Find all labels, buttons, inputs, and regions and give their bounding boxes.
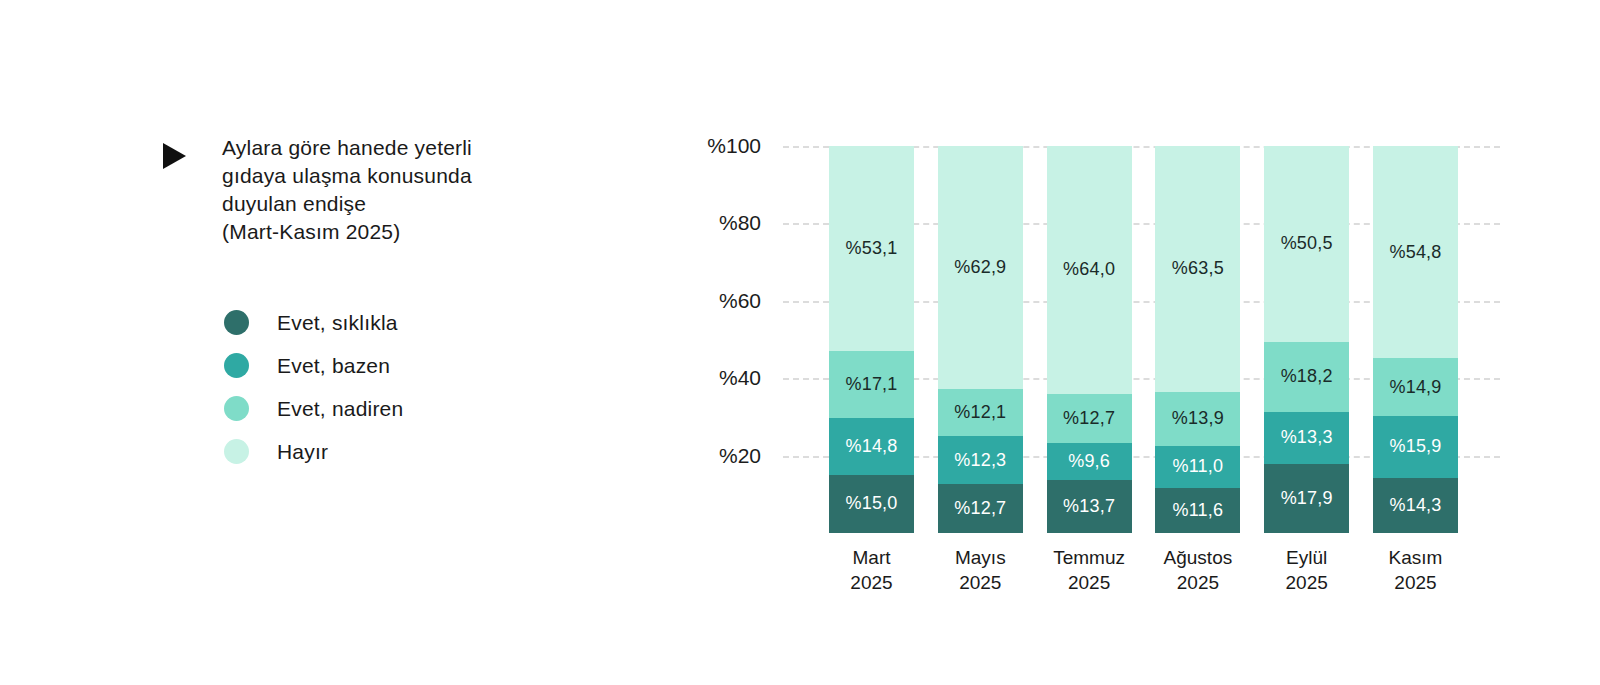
bar-segment-value-label: %9,6	[1068, 451, 1110, 472]
bar-segment-value-label: %11,0	[1173, 456, 1224, 477]
bar-segment: %15,0	[829, 475, 914, 533]
bar-segment: %9,6	[1047, 443, 1132, 480]
bar-segment-value-label: %12,3	[954, 450, 1006, 471]
infographic-canvas: Aylara göre hanede yeterli gıdaya ulaşma…	[0, 0, 1600, 685]
bar-segment-value-label: %14,3	[1389, 495, 1441, 516]
bar-segment: %50,5	[1264, 146, 1349, 342]
bar-segment-value-label: %14,8	[845, 436, 897, 457]
bar-mart: %53,1 %17,1 %14,8 %15,0	[829, 146, 914, 533]
y-axis-tick-label: %100	[663, 134, 761, 158]
bar-segment: %12,1	[938, 389, 1023, 436]
legend-item-evet-siklikla: Evet, sıklıkla	[224, 301, 403, 344]
bar-segment: %14,3	[1373, 478, 1458, 533]
bar-kasım: %54,8 %14,9 %15,9 %14,3	[1373, 146, 1458, 533]
chart-title-line: duyulan endişe	[222, 190, 472, 218]
chart-title-line: gıdaya ulaşma konusunda	[222, 162, 472, 190]
bar-segment-value-label: %18,2	[1281, 366, 1333, 387]
bar-segment: %14,8	[829, 418, 914, 475]
y-axis-tick-label: %60	[663, 289, 761, 313]
legend-dot-icon	[224, 310, 249, 335]
bar-segment-value-label: %14,9	[1389, 377, 1441, 398]
bar-segment-value-label: %15,9	[1389, 436, 1441, 457]
bar-segment-value-label: %17,9	[1281, 488, 1333, 509]
bar-segment-value-label: %13,9	[1172, 408, 1224, 429]
bar-segment: %63,5	[1155, 146, 1240, 392]
x-axis-tick-label: Kasım 2025	[1351, 545, 1481, 595]
bar-segment-value-label: %13,3	[1281, 427, 1333, 448]
bar-segment: %54,8	[1373, 146, 1458, 358]
stacked-bar-plot: %20%40%60%80%100%53,1%17,1%14,8%15,0Mart…	[783, 146, 1500, 533]
bar-segment-value-label: %64,0	[1063, 259, 1115, 280]
bar-segment: %11,6	[1155, 488, 1240, 533]
y-axis-tick-label: %80	[663, 211, 761, 235]
bar-segment: %62,9	[938, 146, 1023, 389]
bar-segment-value-label: %54,8	[1389, 242, 1441, 263]
bar-segment: %13,7	[1047, 480, 1132, 533]
bar-segment: %64,0	[1047, 146, 1132, 394]
bar-segment: %18,2	[1264, 342, 1349, 413]
bar-segment: %13,3	[1264, 412, 1349, 464]
legend-dot-icon	[224, 353, 249, 378]
bar-segment-value-label: %12,7	[1063, 408, 1115, 429]
legend-item-evet-nadiren: Evet, nadiren	[224, 387, 403, 430]
bar-segment-value-label: %53,1	[845, 238, 897, 259]
bar-segment: %13,9	[1155, 392, 1240, 446]
bar-segment: %17,1	[829, 351, 914, 417]
chart-title-line: Aylara göre hanede yeterli	[222, 134, 472, 162]
bar-mayıs: %62,9 %12,1 %12,3 %12,7	[938, 146, 1023, 533]
bar-segment-value-label: %12,7	[954, 498, 1006, 519]
legend-label: Evet, sıklıkla	[277, 311, 398, 335]
bar-segment: %11,0	[1155, 446, 1240, 489]
bar-temmuz: %64,0 %12,7 %9,6 %13,7	[1047, 146, 1132, 533]
bar-segment-value-label: %17,1	[845, 374, 897, 395]
legend-dot-icon	[224, 396, 249, 421]
legend-item-hayir: Hayır	[224, 430, 403, 473]
bar-segment: %14,9	[1373, 358, 1458, 416]
y-axis-tick-label: %20	[663, 444, 761, 468]
legend-label: Hayır	[277, 440, 328, 464]
bar-segment: %12,7	[1047, 394, 1132, 443]
bar-segment: %12,3	[938, 436, 1023, 484]
bar-ağustos: %63,5 %13,9 %11,0 %11,6	[1155, 146, 1240, 533]
bar-eylül: %50,5 %18,2 %13,3 %17,9	[1264, 146, 1349, 533]
bar-segment-value-label: %62,9	[954, 257, 1006, 278]
bar-segment-value-label: %63,5	[1172, 258, 1224, 279]
bar-segment-value-label: %13,7	[1063, 496, 1115, 517]
bar-segment: %12,7	[938, 484, 1023, 533]
legend-label: Evet, bazen	[277, 354, 390, 378]
bar-segment: %17,9	[1264, 464, 1349, 533]
legend-dot-icon	[224, 439, 249, 464]
legend: Evet, sıklıkla Evet, bazen Evet, nadiren…	[224, 301, 403, 473]
bar-segment: %15,9	[1373, 416, 1458, 478]
y-axis-tick-label: %40	[663, 366, 761, 390]
bar-segment-value-label: %15,0	[845, 493, 897, 514]
chart-title: Aylara göre hanede yeterli gıdaya ulaşma…	[222, 134, 472, 246]
legend-label: Evet, nadiren	[277, 397, 403, 421]
bar-segment-value-label: %12,1	[954, 402, 1006, 423]
chart-title-line: (Mart-Kasım 2025)	[222, 218, 472, 246]
bar-segment-value-label: %50,5	[1281, 233, 1333, 254]
legend-item-evet-bazen: Evet, bazen	[224, 344, 403, 387]
bar-segment-value-label: %11,6	[1173, 500, 1224, 521]
triangle-bullet-icon	[163, 143, 186, 169]
bar-segment: %53,1	[829, 146, 914, 351]
